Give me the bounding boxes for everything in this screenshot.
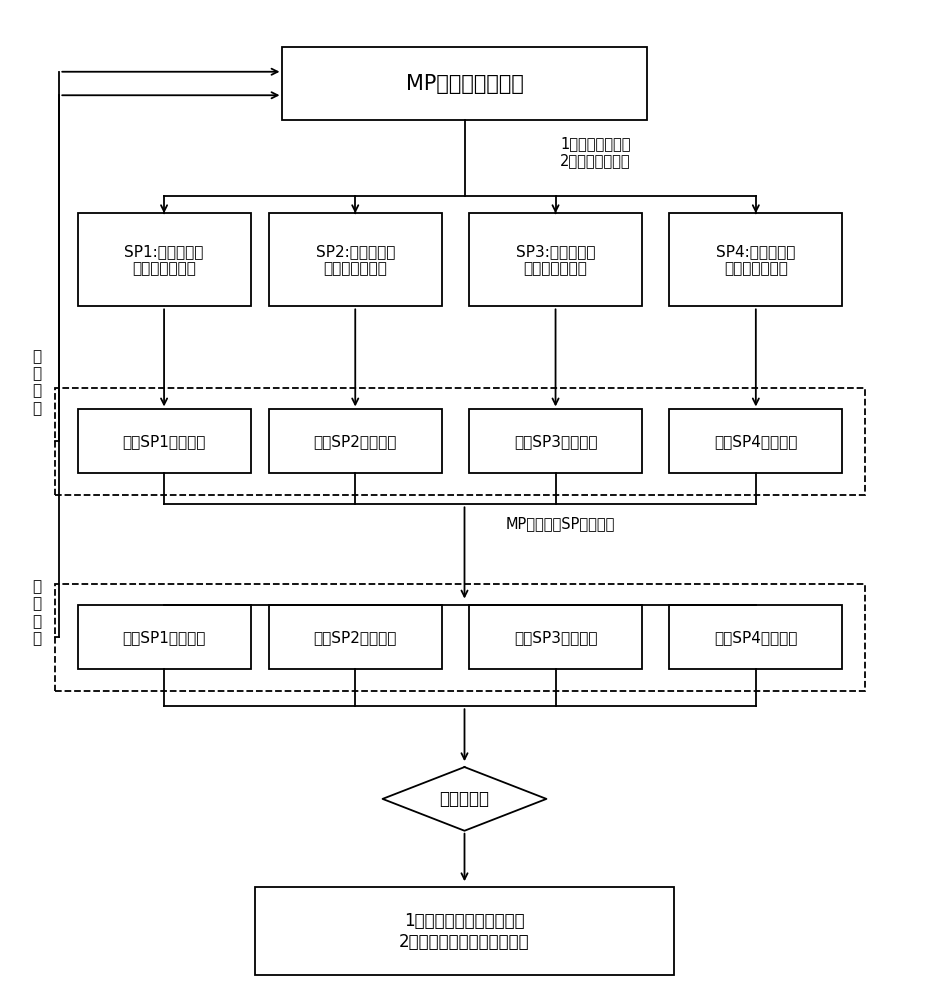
Bar bbox=[55, 584, 864, 691]
Text: 校验SP2的可行性: 校验SP2的可行性 bbox=[314, 434, 396, 449]
Bar bbox=[268, 213, 442, 306]
Bar bbox=[268, 605, 442, 669]
Text: SP2:丰小情况下
的电网运行问题: SP2:丰小情况下 的电网运行问题 bbox=[316, 244, 394, 276]
Text: MP：电源投资问题: MP：电源投资问题 bbox=[406, 74, 522, 94]
Bar bbox=[55, 388, 864, 495]
Bar bbox=[78, 409, 251, 473]
Text: 可
行
割
集: 可 行 割 集 bbox=[32, 349, 41, 416]
Text: 最
优
割
集: 最 优 割 集 bbox=[32, 579, 41, 646]
Bar bbox=[255, 887, 673, 975]
Bar bbox=[668, 409, 842, 473]
Text: 1、清洁电源投建
2、火电机组退运: 1、清洁电源投建 2、火电机组退运 bbox=[560, 136, 630, 168]
Text: 校验SP1的最优性: 校验SP1的最优性 bbox=[122, 630, 205, 645]
Text: 校验SP1的可行性: 校验SP1的可行性 bbox=[122, 434, 205, 449]
Text: SP3:枯大情况下
的电网运行问题: SP3:枯大情况下 的电网运行问题 bbox=[515, 244, 595, 276]
Bar bbox=[668, 213, 842, 306]
Text: SP1:丰大情况下
的电网运行问题: SP1:丰大情况下 的电网运行问题 bbox=[124, 244, 203, 276]
Bar bbox=[668, 605, 842, 669]
Bar bbox=[469, 409, 641, 473]
Text: 校验SP4的最优性: 校验SP4的最优性 bbox=[714, 630, 796, 645]
Text: 1、清洁电源最优投资决策
2、火电机组最优退运的决策: 1、清洁电源最优投资决策 2、火电机组最优退运的决策 bbox=[399, 912, 529, 951]
Text: 收敛性校验: 收敛性校验 bbox=[439, 790, 489, 808]
Text: 校验SP4的可行性: 校验SP4的可行性 bbox=[714, 434, 796, 449]
Bar bbox=[469, 605, 641, 669]
Bar bbox=[282, 47, 646, 120]
Bar bbox=[268, 409, 442, 473]
Text: 校验SP2的最优性: 校验SP2的最优性 bbox=[314, 630, 396, 645]
Bar bbox=[78, 213, 251, 306]
Text: 校验SP3的可行性: 校验SP3的可行性 bbox=[513, 434, 597, 449]
Text: 校验SP3的最优性: 校验SP3的最优性 bbox=[513, 630, 597, 645]
Text: SP4:枯小情况下
的电网运行问题: SP4:枯小情况下 的电网运行问题 bbox=[715, 244, 794, 276]
Bar bbox=[78, 605, 251, 669]
Bar bbox=[469, 213, 641, 306]
Text: MP的解满足SP的可行性: MP的解满足SP的可行性 bbox=[505, 516, 614, 531]
